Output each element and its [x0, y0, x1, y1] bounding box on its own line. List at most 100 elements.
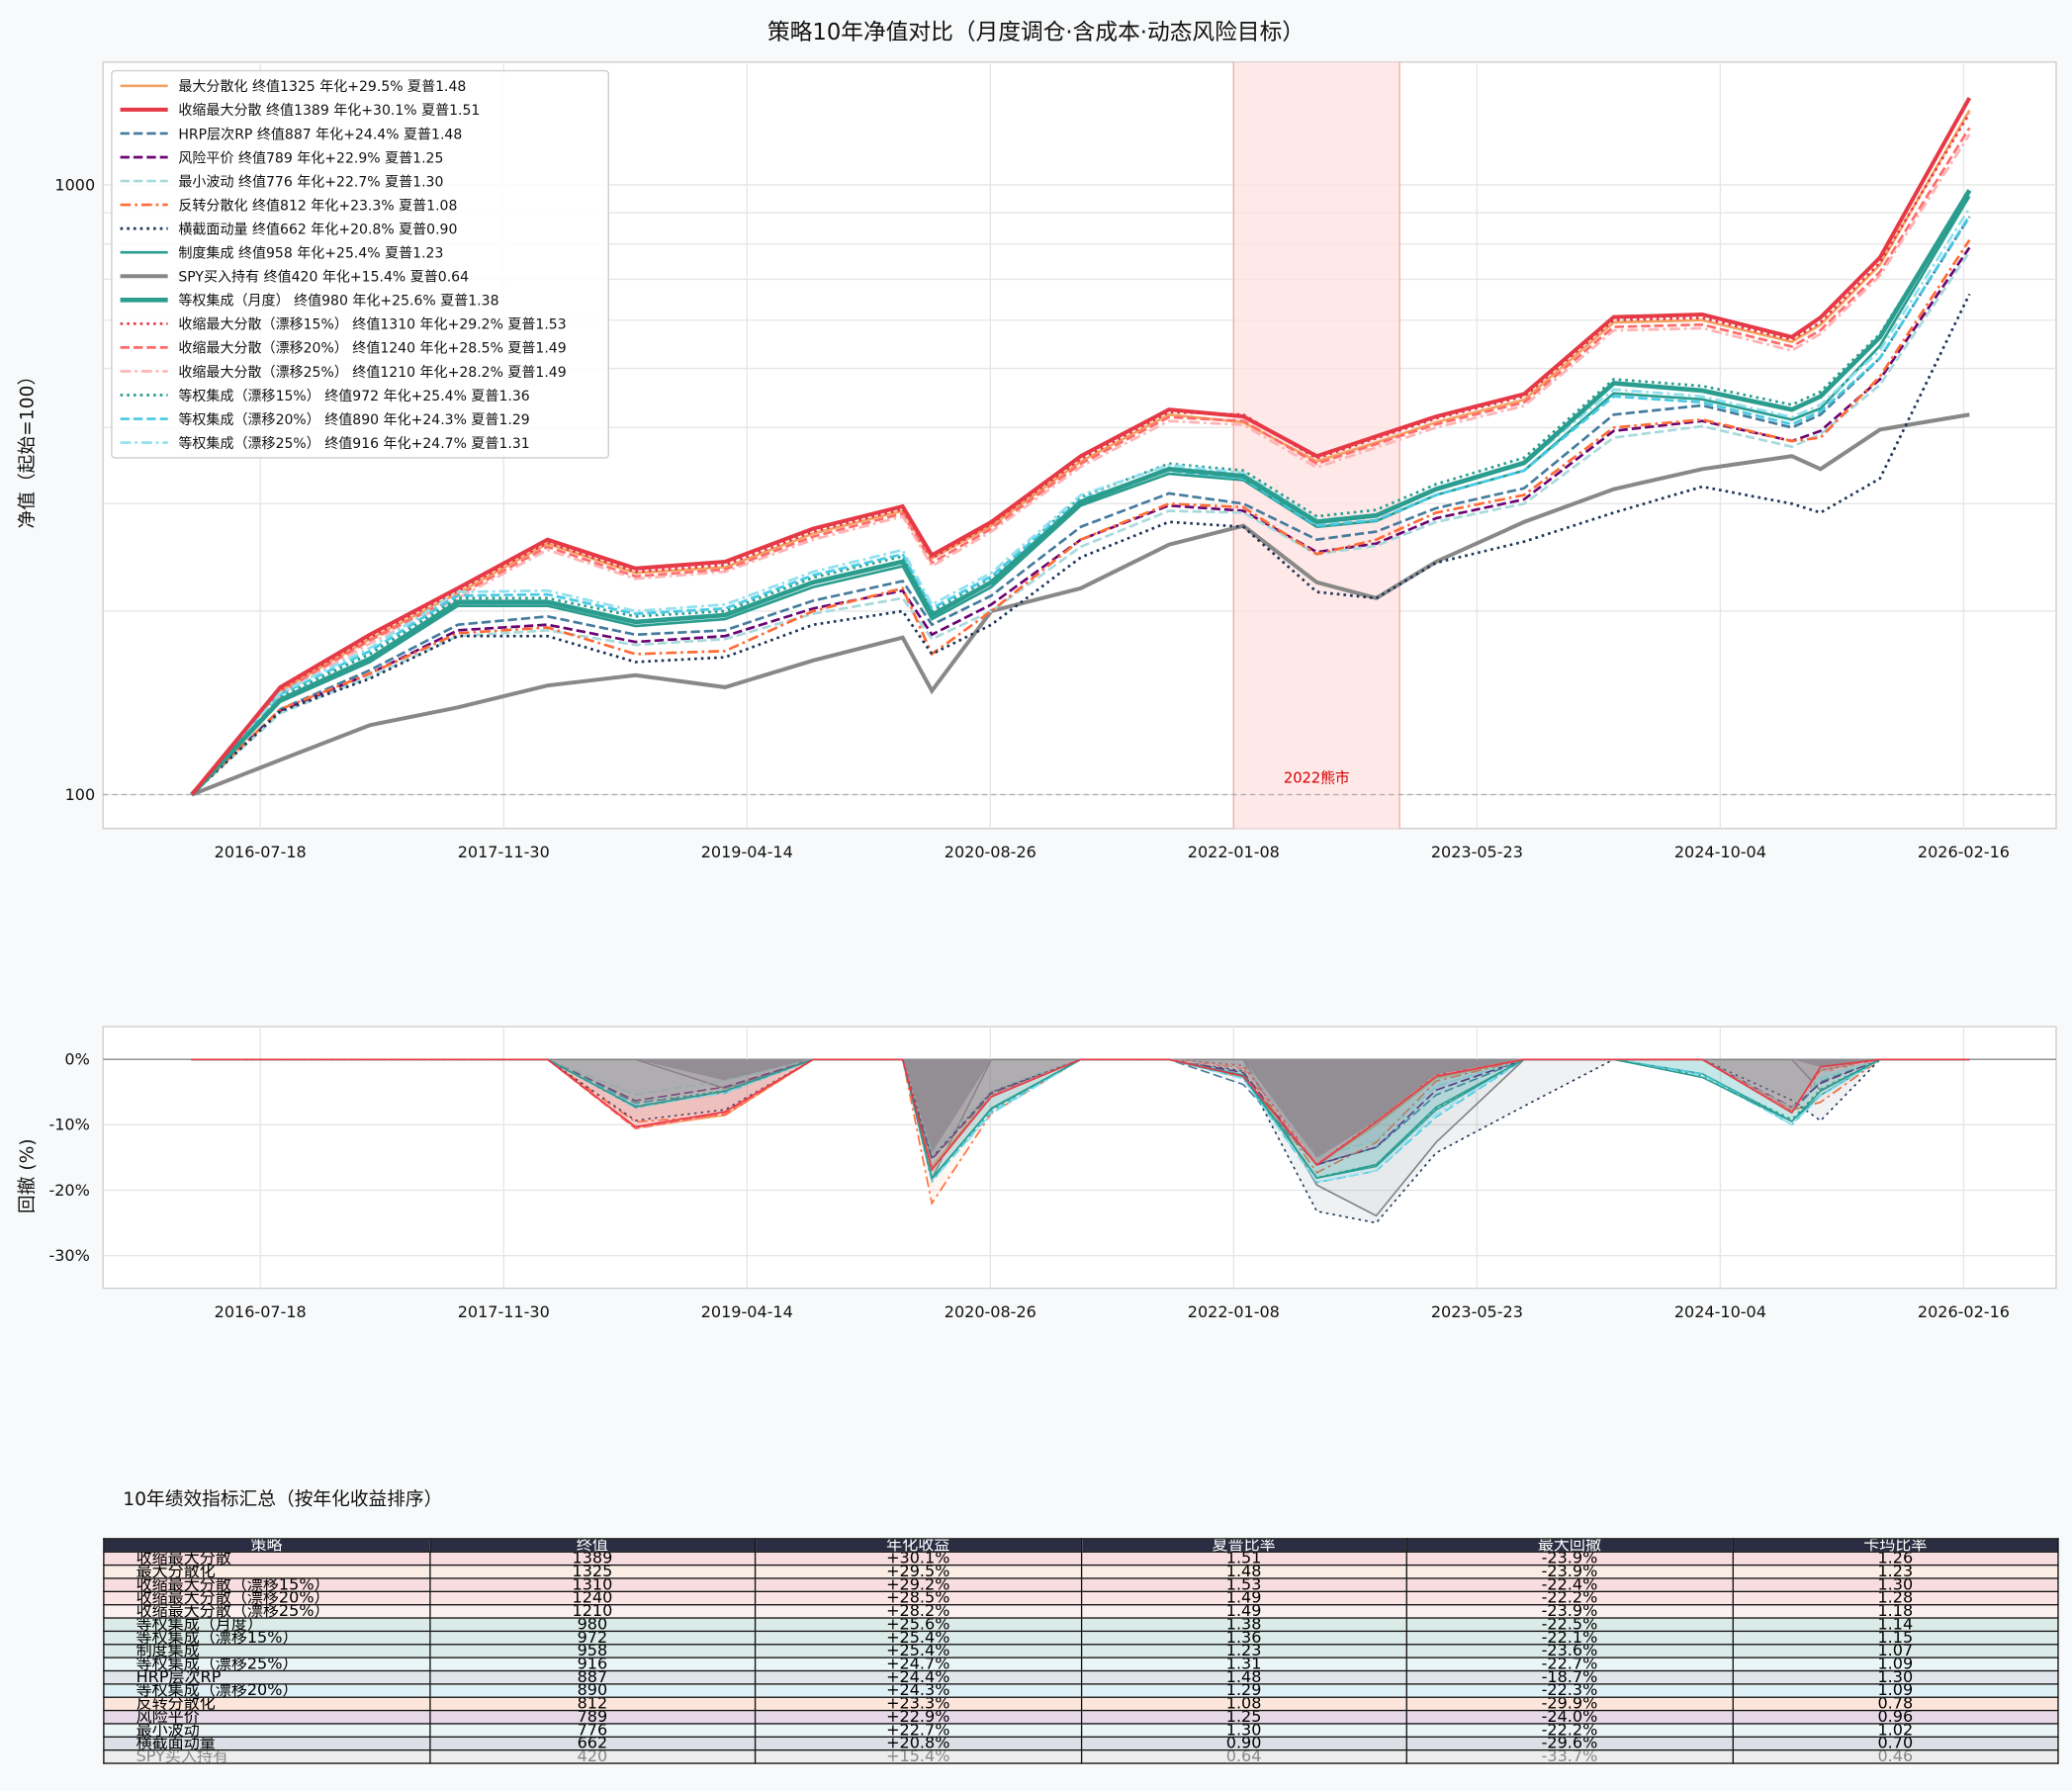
table-cell: 1.38: [1080, 1617, 1407, 1633]
table-cell: 1.29: [1080, 1683, 1407, 1698]
table-cell: 662: [428, 1736, 757, 1751]
x-tick-label: 2017-11-30: [458, 843, 550, 861]
table-cell: -22.2%: [1405, 1723, 1734, 1738]
series-line-15: [190, 207, 1971, 796]
drawdown-area-10: [191, 1059, 1970, 1171]
table-cell: 1.49: [1080, 1590, 1407, 1606]
drawdown-area-11: [191, 1059, 1970, 1171]
legend-item: 最大分散化 终值1325 年化+29.5% 夏普1.48: [113, 74, 608, 98]
table-cell: +23.3%: [754, 1696, 1082, 1712]
dd-x-tick-label: 2020-08-26: [945, 1302, 1036, 1321]
table-cell: +20.8%: [754, 1736, 1082, 1751]
legend-swatch: [120, 417, 168, 420]
legend-item: 制度集成 终值958 年化+25.4% 夏普1.23: [113, 240, 608, 264]
legend-item: 等权集成（漂移25%） 终值916 年化+24.7% 夏普1.31: [113, 431, 608, 455]
table-row: 制度集成 958 +25.4% 1.23 -23.6% 1.07: [103, 1644, 2059, 1658]
table-cell: +25.6%: [754, 1617, 1082, 1633]
legend-label: 等权集成（月度） 终值980 年化+25.6% 夏普1.38: [178, 292, 499, 309]
table-cell: 1.02: [1731, 1723, 2059, 1738]
table-header: 年化收益: [754, 1538, 1082, 1553]
table-row: SPY买入持有 420 +15.4% 0.64 -33.7% 0.46: [103, 1748, 2059, 1764]
table-cell: -29.6%: [1405, 1736, 1734, 1751]
legend-swatch: [120, 297, 168, 303]
table-cell: 1.09: [1731, 1683, 2059, 1698]
table-cell: 420: [428, 1748, 757, 1764]
table-cell: SPY买入持有: [103, 1748, 430, 1764]
table-cell: 1325: [428, 1564, 757, 1579]
table-cell: -29.9%: [1405, 1696, 1734, 1712]
legend-label: 收缩最大分散（漂移20%） 终值1240 年化+28.5% 夏普1.49: [178, 340, 567, 357]
dd-y-tick-label: -20%: [48, 1181, 89, 1200]
series-line-4: [190, 251, 1971, 796]
table-cell: 最大分散化: [103, 1564, 430, 1579]
dd-y-tick-label: 0%: [64, 1050, 89, 1069]
table-cell: 1210: [428, 1604, 757, 1619]
legend-swatch: [120, 394, 168, 397]
legend-label: 横截面动量 终值662 年化+20.8% 夏普0.90: [178, 221, 458, 237]
legend-item: 反转分散化 终值812 年化+23.3% 夏普1.08: [113, 193, 608, 217]
table-row: 风险平价 789 +22.9% 1.25 -24.0% 0.96: [103, 1709, 2059, 1725]
table-cell: 0.64: [1080, 1748, 1407, 1764]
table-row: 等权集成（漂移15%） 972 +25.4% 1.36 -22.1% 1.15: [103, 1630, 2059, 1646]
table-cell: +22.9%: [754, 1709, 1082, 1725]
series-line-13: [190, 191, 1971, 796]
table-cell: 1.49: [1080, 1604, 1407, 1619]
drawdown-area-14: [191, 1059, 1970, 1183]
legend-swatch: [120, 274, 168, 279]
table-cell: -22.1%: [1405, 1630, 1734, 1646]
drawdown-area-15: [191, 1059, 1970, 1183]
table-cell: 等权集成（漂移25%）: [103, 1657, 430, 1672]
legend-swatch: [120, 179, 168, 183]
legend-label: 收缩最大分散（漂移25%） 终值1210 年化+28.2% 夏普1.49: [178, 364, 567, 381]
table-header: 最大回撤: [1405, 1538, 1734, 1553]
drawdown-area-5: [191, 1059, 1970, 1204]
table-cell: -24.0%: [1405, 1709, 1734, 1725]
table-title: 10年绩效指标汇总（按年化收益排序）: [123, 1488, 443, 1511]
table-cell: +24.4%: [754, 1669, 1082, 1685]
legend-item: HRP层次RP 终值887 年化+24.4% 夏普1.48: [113, 122, 608, 145]
x-tick-label: 2016-07-18: [215, 843, 307, 861]
table-cell: 0.90: [1080, 1736, 1407, 1751]
table-cell: 1.53: [1080, 1577, 1407, 1593]
dd-x-tick-label: 2017-11-30: [458, 1302, 550, 1321]
drawdown-area-2: [191, 1059, 1970, 1165]
legend-swatch: [120, 250, 168, 254]
drawdown-area-13: [191, 1059, 1970, 1182]
legend-label: 等权集成（漂移20%） 终值890 年化+24.3% 夏普1.29: [178, 411, 530, 428]
table-cell: 1.48: [1080, 1564, 1407, 1579]
drawdown-line-1: [191, 1058, 1970, 1172]
legend-label: SPY买入持有 终值420 年化+15.4% 夏普0.64: [178, 268, 470, 285]
table-cell: 958: [428, 1644, 757, 1658]
x-tick-label: 2026-02-16: [1918, 843, 2010, 861]
legend-label: 制度集成 终值958 年化+25.4% 夏普1.23: [178, 244, 444, 261]
table-cell: 等权集成（漂移15%）: [103, 1630, 430, 1646]
table-cell: -22.5%: [1405, 1617, 1734, 1633]
legend-item: 等权集成（月度） 终值980 年化+25.6% 夏普1.38: [113, 288, 608, 312]
legend-item: 收缩最大分散（漂移20%） 终值1240 年化+28.5% 夏普1.49: [113, 335, 608, 359]
series-line-5: [190, 239, 1971, 796]
table-cell: +29.2%: [754, 1577, 1082, 1593]
legend-swatch: [120, 132, 168, 135]
series-line-1: [190, 97, 1972, 796]
table-cell: 916: [428, 1657, 757, 1672]
legend-label: 风险平价 终值789 年化+22.9% 夏普1.25: [178, 149, 444, 166]
table-cell: HRP层次RP: [103, 1669, 430, 1685]
table-header: 卡玛比率: [1731, 1538, 2059, 1553]
legend: 最大分散化 终值1325 年化+29.5% 夏普1.48 收缩最大分散 终值138…: [111, 69, 609, 459]
drawdown-area-0: [191, 1059, 1970, 1167]
legend-swatch: [120, 107, 168, 112]
legend-item: 横截面动量 终值662 年化+20.8% 夏普0.90: [113, 217, 608, 240]
series-line-8: [191, 412, 1970, 797]
series-line-9: [190, 189, 1972, 797]
dd-x-tick-label: 2023-05-23: [1431, 1302, 1523, 1321]
drawdown-area-9: [191, 1059, 1970, 1179]
legend-item: 最小波动 终值776 年化+22.7% 夏普1.30: [113, 169, 608, 193]
table-row: HRP层次RP 887 +24.4% 1.48 -18.7% 1.30: [103, 1669, 2059, 1685]
legend-item: 等权集成（漂移20%） 终值890 年化+24.3% 夏普1.29: [113, 407, 608, 431]
table-cell: -23.9%: [1405, 1551, 1734, 1567]
table-cell: +24.3%: [754, 1683, 1082, 1698]
legend-item: 风险平价 终值789 年化+22.9% 夏普1.25: [113, 145, 608, 169]
drawdown-area-12: [191, 1059, 1970, 1172]
table-cell: +28.2%: [754, 1604, 1082, 1619]
dd-x-tick-label: 2026-02-16: [1918, 1302, 2010, 1321]
